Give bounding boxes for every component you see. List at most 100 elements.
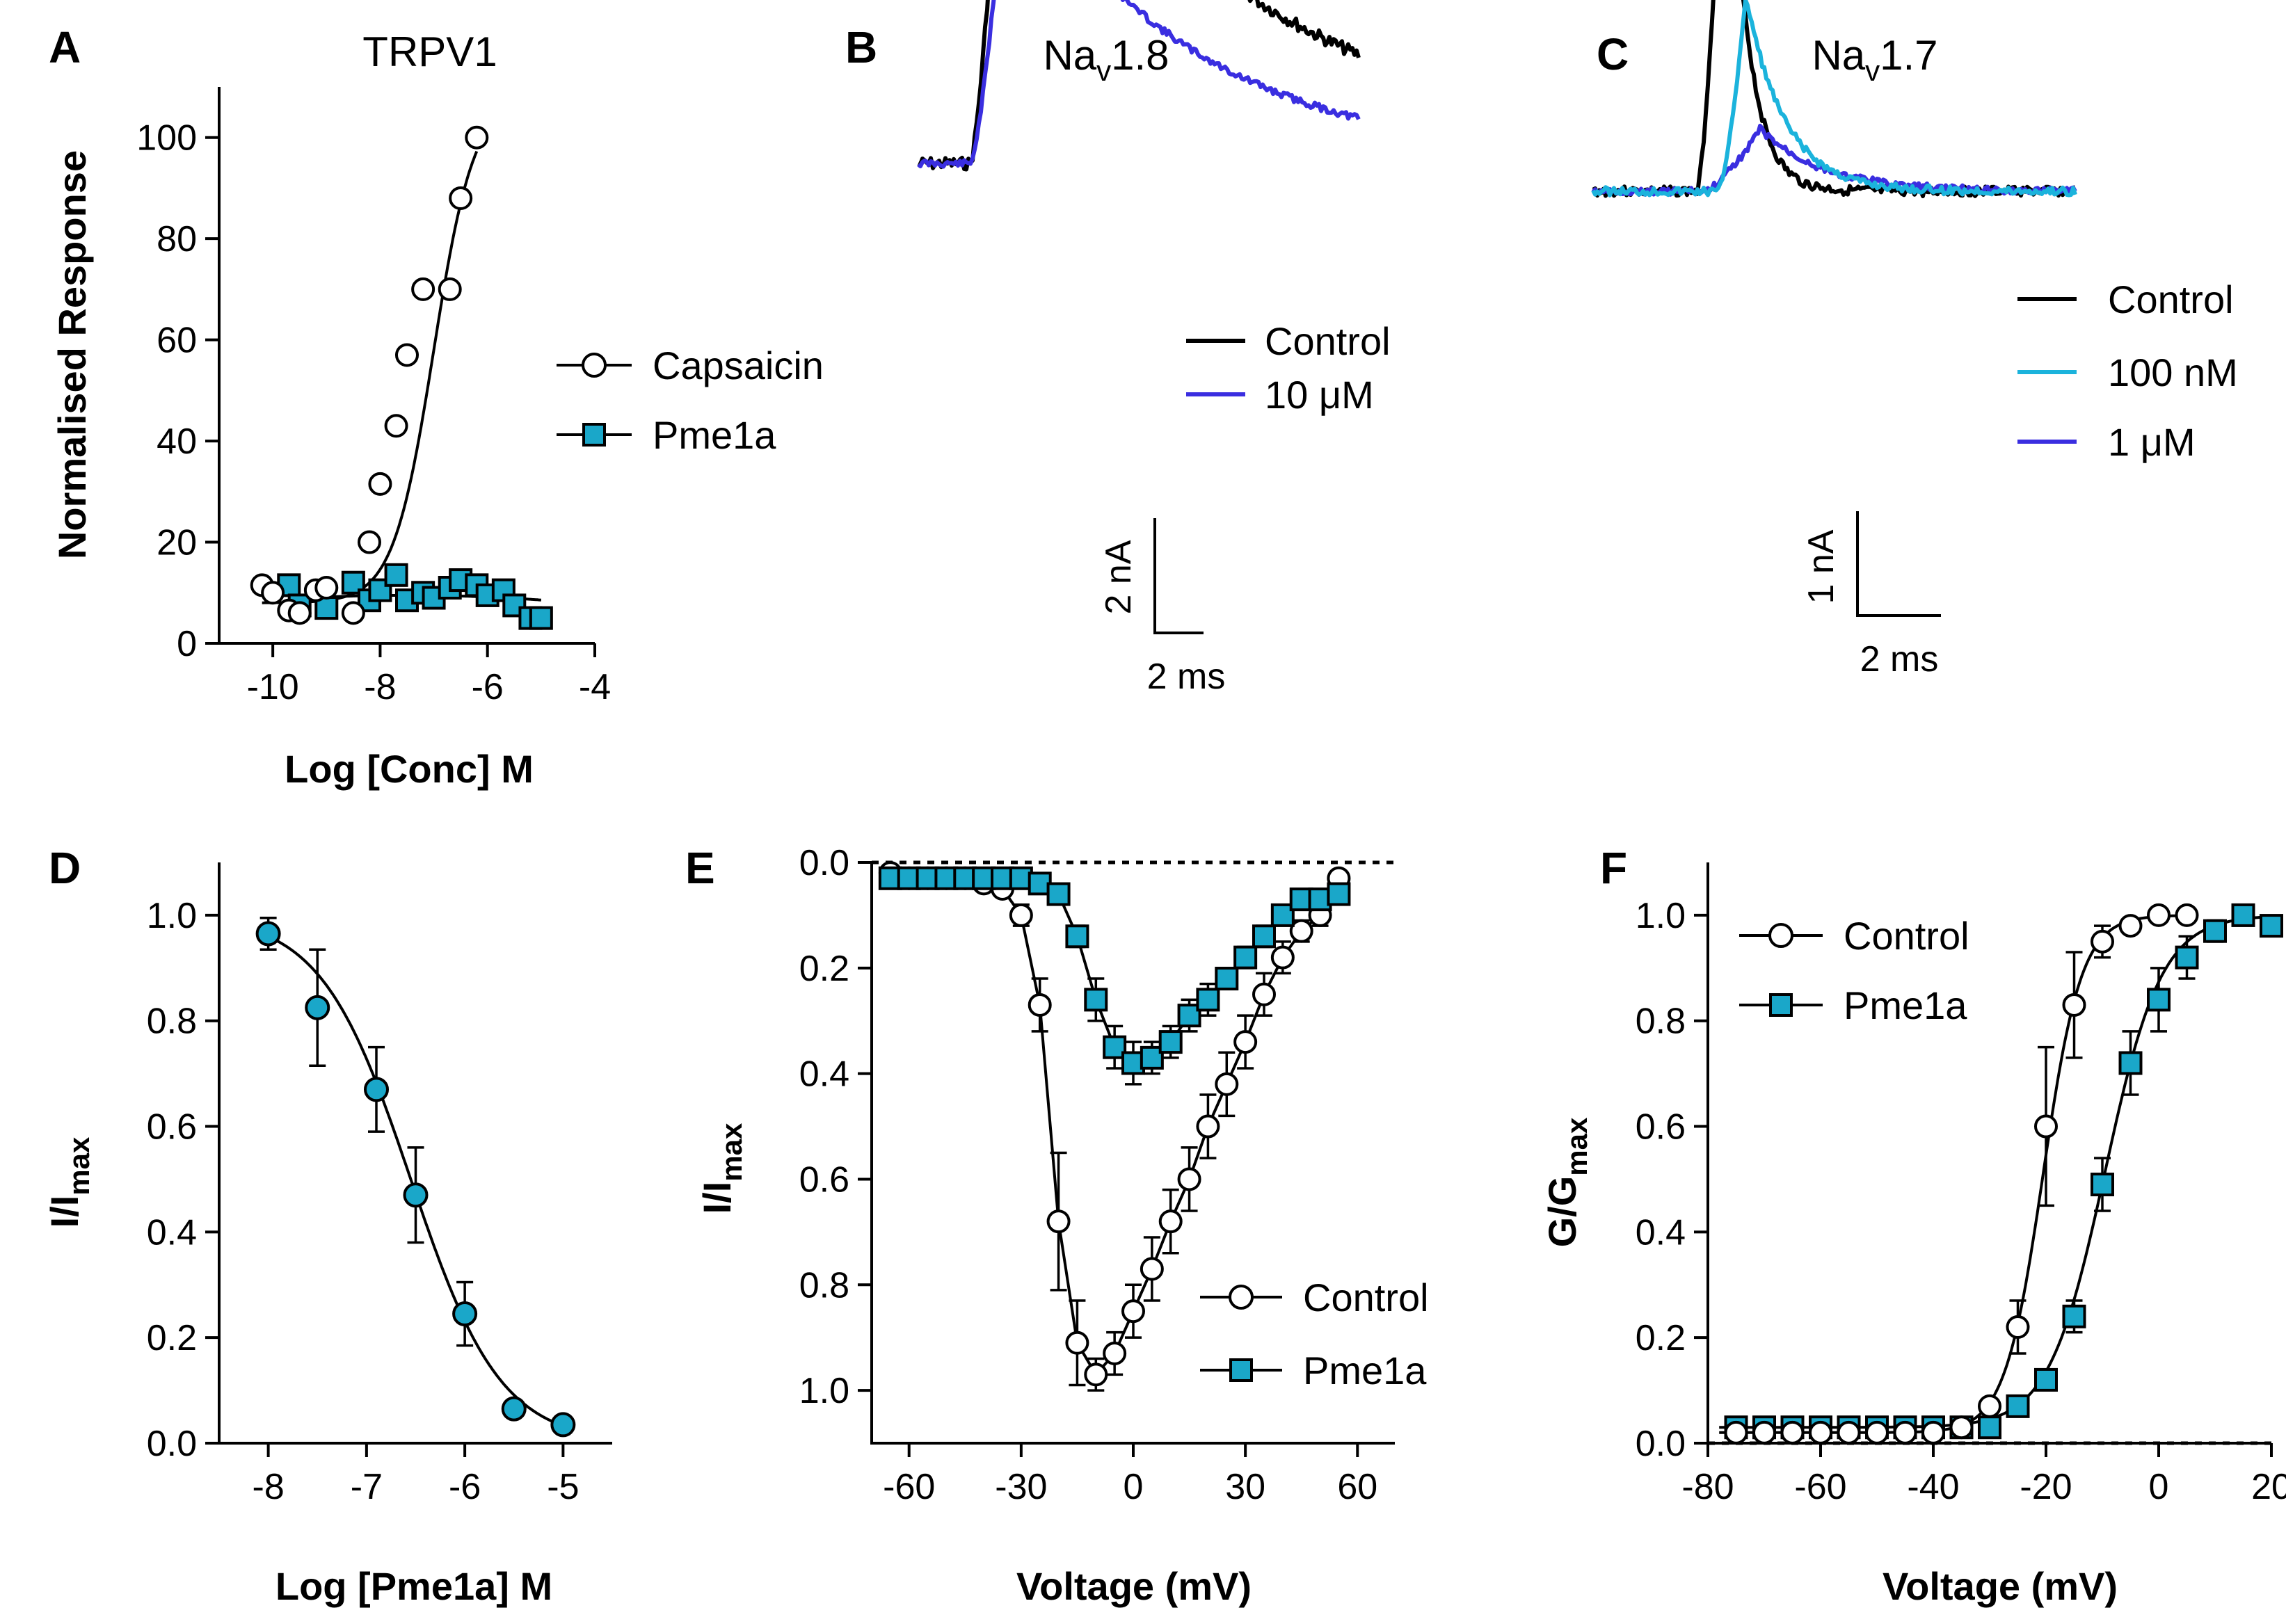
panel-f-xtick-label: -20 <box>2020 1467 2072 1507</box>
panel-a-xlabel: Log [Conc] M <box>285 747 534 791</box>
panel-f-point-pme1a <box>2203 919 2227 943</box>
panel-f-ylabel-main: G/G <box>1540 1176 1584 1248</box>
panel-b-trace-10um <box>917 0 1361 169</box>
panel-e-point-control <box>1158 1209 1183 1234</box>
panel-a-point-capsaicin <box>341 601 365 625</box>
panel-f-point-control <box>1780 1420 1805 1445</box>
panel-d-ylabel-sub: max <box>63 1136 95 1196</box>
panel-f-point-control <box>2091 929 2114 954</box>
panel-e-point-pme1a <box>1215 967 1239 990</box>
panel-d-ytick-label: 0.2 <box>147 1318 197 1358</box>
panel-d-point <box>501 1396 527 1422</box>
panel-d-ylabel: I/Imax <box>42 1136 95 1228</box>
panel-a-legend: Capsaicin Pme1a <box>557 344 824 457</box>
panel-letter-a: A <box>49 22 81 72</box>
panel-f-xtick-label: 20 <box>2251 1467 2286 1507</box>
panel-b-title-sub: v <box>1096 54 1111 87</box>
panel-e-chart: Voltage (mV) I/Imax -60 -30 0 30 60 0.0 0.2 0.4… <box>695 843 1429 1608</box>
panel-e-ytick-label: 0.6 <box>799 1159 849 1200</box>
panel-f-ytick-label: 0.2 <box>1636 1318 1686 1358</box>
panel-f-point-control <box>1978 1394 2001 1418</box>
panel-c-scale-x: 2 ms <box>1860 639 1939 680</box>
panel-f-xtick-label: -60 <box>1794 1467 1846 1507</box>
panel-a-xtick-label: -8 <box>364 667 396 707</box>
legend-label-e-control: Control <box>1303 1276 1429 1319</box>
panel-e-point-control <box>1177 1167 1201 1191</box>
panel-letter-d: D <box>49 843 81 893</box>
panel-a-xtick-label: -10 <box>247 667 299 707</box>
panel-e-point-control <box>1196 1114 1220 1139</box>
panel-e-point-control <box>1121 1299 1145 1324</box>
panel-a-ytick-label: 60 <box>157 321 197 361</box>
panel-f-ytick-label: 0.0 <box>1636 1424 1686 1464</box>
legend-marker-f-pme1a <box>1769 993 1793 1017</box>
panel-f-ytick-label: 0.6 <box>1636 1107 1686 1148</box>
legend-label-c-100nm: 100 nM <box>2108 351 2238 394</box>
panel-e-ylabel-sub: max <box>715 1123 748 1182</box>
panel-e-point-control <box>1084 1362 1108 1387</box>
panel-f-xtick-label: -40 <box>1907 1467 1959 1507</box>
panel-d-point <box>305 995 330 1020</box>
panel-d-ytick-label: 0.0 <box>147 1424 197 1464</box>
panel-e-point-control <box>1215 1072 1239 1096</box>
panel-f-point-pme1a <box>2034 1367 2058 1392</box>
panel-c-trace-1um <box>1591 123 2077 197</box>
panel-e-xtick-label: -60 <box>883 1467 935 1507</box>
legend-label-f-control: Control <box>1844 914 1969 958</box>
panel-f-point-pme1a <box>2006 1394 2030 1418</box>
legend-label-e-pme1a: Pme1a <box>1303 1349 1427 1392</box>
panel-e-point-pme1a <box>1103 1035 1127 1059</box>
panel-f-point-pme1a <box>2231 903 2255 927</box>
panel-e-ytick-label: 0.4 <box>799 1054 849 1095</box>
panel-d-point <box>403 1182 429 1208</box>
panel-d-point <box>550 1412 576 1438</box>
panel-a-point-pme1a <box>384 563 408 587</box>
legend-label-b-control: Control <box>1265 319 1391 363</box>
legend-label-pme1a-a: Pme1a <box>653 413 776 457</box>
panel-e-point-pme1a <box>1252 924 1276 949</box>
panel-d-xtick-label: -8 <box>253 1467 285 1507</box>
panel-e-ylabel: I/Imax <box>695 1123 748 1214</box>
panel-f-ytick-label: 0.8 <box>1636 1002 1686 1042</box>
panel-c-title-sub: v <box>1865 54 1880 87</box>
panel-a-chart: TRPV1 Log [Conc] M Normalised Response -… <box>50 29 824 791</box>
panel-c-scale-bar: 1 nA 2 ms <box>1801 511 1941 680</box>
panel-f-xtick-label: -80 <box>1681 1467 1734 1507</box>
legend-marker-pme1a-a <box>582 423 606 447</box>
panel-f-point-control <box>1809 1420 1832 1445</box>
panel-e-point-control <box>1140 1257 1164 1281</box>
panel-b-title: Nav1.8 <box>1043 32 1169 87</box>
panel-d-point <box>452 1301 478 1327</box>
panel-letter-f: F <box>1600 843 1627 893</box>
panel-f-legend: Control Pme1a <box>1739 914 1969 1027</box>
panel-a-point-capsaicin <box>384 414 408 438</box>
panel-a-point-pme1a <box>502 593 527 618</box>
panel-f-point-pme1a <box>2062 1304 2086 1328</box>
legend-marker-e-pme1a <box>1229 1358 1253 1382</box>
panel-f-point-control <box>1752 1420 1776 1445</box>
panel-a-point-pme1a <box>529 606 553 630</box>
panel-c-trace-control <box>1592 0 2076 198</box>
panel-d-ytick-label: 0.4 <box>147 1212 197 1253</box>
panel-e-point-pme1a <box>1046 882 1071 906</box>
panel-f-fit-pme1a <box>1719 915 2272 1429</box>
panel-a-point-capsaicin <box>368 472 392 496</box>
panel-a-point-capsaicin <box>438 277 462 301</box>
panel-e-point-control <box>1028 992 1052 1017</box>
panel-e-point-pme1a <box>1270 903 1295 927</box>
panel-a-point-capsaicin <box>395 343 419 367</box>
panel-d-ytick-label: 0.6 <box>147 1107 197 1148</box>
panel-f-point-pme1a <box>2260 914 2283 938</box>
panel-c-trace-100nm <box>1591 0 2077 198</box>
panel-a-point-capsaicin <box>358 530 381 554</box>
panel-f-point-control <box>1837 1420 1861 1445</box>
panel-c-title-tail: 1.7 <box>1880 32 1937 79</box>
panel-c-scale-y: 1 nA <box>1801 529 1841 604</box>
panel-e-point-control <box>1289 919 1313 943</box>
panel-f-point-control <box>2034 1114 2058 1139</box>
panel-f-xlabel: Voltage (mV) <box>1883 1564 2118 1608</box>
panel-a-point-capsaicin <box>314 576 339 600</box>
panel-f-point-control <box>1724 1420 1748 1445</box>
panel-c-title-main: Na <box>1812 32 1865 79</box>
